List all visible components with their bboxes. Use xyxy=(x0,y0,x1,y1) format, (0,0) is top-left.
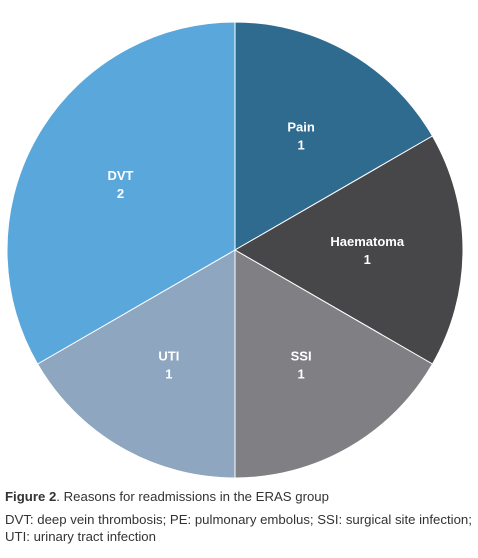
abbreviations-note: DVT: deep vein thrombosis; PE: pulmonary… xyxy=(5,512,472,544)
figure-caption: Figure 2. Reasons for readmissions in th… xyxy=(5,488,475,545)
figure-title-line: Figure 2. Reasons for readmissions in th… xyxy=(5,488,475,505)
pie-slice-ssi xyxy=(234,249,434,479)
pie-chart-svg: Pain 1 Haematoma 1 SSI 1 UTI 1 DVT 2 xyxy=(6,21,464,479)
pie-slice-pain xyxy=(234,21,434,251)
slice-label-ssi: SSI xyxy=(291,349,312,364)
slice-value-pain: 1 xyxy=(298,137,305,152)
pie-slice-dvt xyxy=(6,21,236,365)
slice-label-dvt: DVT xyxy=(107,168,133,183)
slice-value-ssi: 1 xyxy=(298,367,305,382)
pie-slice-haematoma xyxy=(233,135,464,365)
slice-label-pain: Pain xyxy=(287,119,315,134)
slice-value-haematoma: 1 xyxy=(364,252,371,267)
pie-slice-uti xyxy=(36,249,236,479)
slice-value-dvt: 2 xyxy=(117,186,124,201)
figure-label: Figure 2 xyxy=(5,489,57,504)
slice-value-uti: 1 xyxy=(165,367,172,382)
slice-label-haematoma: Haematoma xyxy=(330,234,404,249)
slice-label-uti: UTI xyxy=(158,349,179,364)
pie-chart: Pain 1 Haematoma 1 SSI 1 UTI 1 DVT 2 xyxy=(6,21,464,479)
figure-title: . Reasons for readmissions in the ERAS g… xyxy=(56,489,329,504)
